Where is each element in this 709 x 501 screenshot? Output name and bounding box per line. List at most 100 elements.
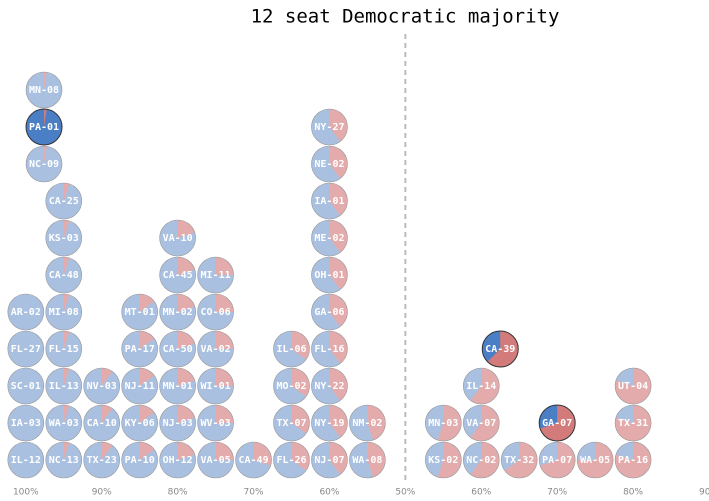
district: NE-02 [311, 145, 348, 183]
district-label: WA-05 [580, 455, 610, 466]
district: TX-23 [83, 441, 121, 479]
outline [197, 330, 234, 368]
district-label: NY-19 [314, 418, 344, 429]
district-label: TX-23 [87, 455, 117, 466]
x-tick-label: 90% [92, 488, 112, 498]
district: PA-10 [121, 441, 158, 479]
outline [311, 219, 348, 257]
outline [462, 441, 500, 479]
rep-share [437, 405, 462, 441]
district: NY-19 [311, 404, 348, 442]
outline [273, 404, 310, 442]
rep-share [177, 220, 195, 238]
district-label: TX-32 [504, 455, 534, 466]
rep-share [177, 405, 195, 423]
district-label: NC-13 [49, 455, 79, 466]
outline [159, 330, 196, 368]
district: CA-49 [235, 441, 272, 479]
district: IL-12 [7, 441, 45, 479]
outline [197, 441, 234, 479]
district-label: KS-03 [49, 233, 79, 244]
outline [576, 441, 614, 479]
district: WI-01 [197, 367, 234, 405]
district-label: IL-14 [466, 381, 496, 392]
outline [83, 441, 121, 479]
district-label: OH-01 [314, 270, 344, 281]
outline [273, 367, 310, 405]
district-label: WA-03 [49, 418, 79, 429]
district: CA-39 [481, 330, 519, 368]
rep-share [215, 368, 234, 386]
rep-share [504, 442, 538, 478]
district: NY-22 [311, 367, 348, 405]
district-label: AR-02 [11, 307, 41, 318]
district-label: NM-02 [352, 418, 382, 429]
outline [349, 404, 386, 442]
district-label: MN-01 [163, 381, 193, 392]
dem-share [7, 368, 44, 404]
dem-share [45, 368, 82, 404]
district: FL-16 [311, 330, 348, 368]
x-tick-label: 60% [319, 488, 339, 498]
district: WA-08 [349, 441, 386, 479]
rep-share [329, 331, 348, 364]
rep-share [44, 109, 47, 127]
district: TX-32 [500, 441, 538, 479]
rep-share [291, 405, 310, 434]
dem-share [45, 220, 82, 256]
district-label: IL-13 [49, 381, 79, 392]
chart-title: 12 seat Democratic majority [251, 6, 560, 28]
district: WA-05 [576, 441, 614, 479]
rep-share [63, 294, 70, 312]
rep-share [139, 441, 155, 460]
district-label: PA-01 [29, 122, 59, 133]
dem-share [45, 442, 82, 478]
rep-share [470, 405, 500, 441]
district: NJ-07 [311, 441, 348, 479]
rep-share [63, 220, 70, 238]
district-label: CO-06 [201, 307, 231, 318]
district: VA-10 [159, 219, 196, 257]
rep-share [291, 442, 310, 471]
district: FL-27 [7, 330, 45, 368]
dem-share [45, 294, 82, 330]
rep-share [291, 331, 310, 360]
district-label: VA-07 [466, 418, 496, 429]
district-label: NJ-03 [163, 418, 193, 429]
outline [273, 330, 310, 368]
dem-share [7, 331, 44, 367]
district-label: NC-09 [29, 159, 59, 170]
district-label: MI-11 [201, 270, 231, 281]
rep-share [329, 109, 348, 142]
rep-share [177, 368, 195, 386]
outline [25, 145, 63, 183]
district: TX-31 [614, 404, 652, 442]
outline [45, 404, 83, 442]
district: PA-01 [25, 108, 63, 146]
outline [7, 441, 45, 479]
rep-share [615, 368, 652, 404]
district-label: CA-39 [485, 344, 515, 355]
district-label: CA-48 [49, 270, 79, 281]
district-label: CA-25 [49, 196, 79, 207]
dem-share [7, 405, 44, 441]
dem-share [45, 257, 82, 293]
outline [197, 256, 234, 294]
rep-share [487, 330, 519, 368]
outline [45, 330, 83, 368]
district: IL-13 [45, 367, 83, 405]
district-label: NE-02 [314, 159, 344, 170]
district-label: WV-03 [201, 418, 231, 429]
district: MN-03 [425, 404, 462, 442]
district-label: VA-02 [201, 344, 231, 355]
rep-share [215, 405, 234, 423]
district: OH-01 [311, 256, 348, 294]
rep-share [101, 442, 113, 460]
district: CA-45 [159, 256, 196, 294]
rep-share [139, 331, 155, 349]
outline [273, 441, 310, 479]
district: PA-16 [614, 441, 652, 479]
x-tick-label: 90% [699, 488, 709, 498]
district-label: GA-06 [314, 307, 344, 318]
district: SC-01 [7, 367, 45, 405]
